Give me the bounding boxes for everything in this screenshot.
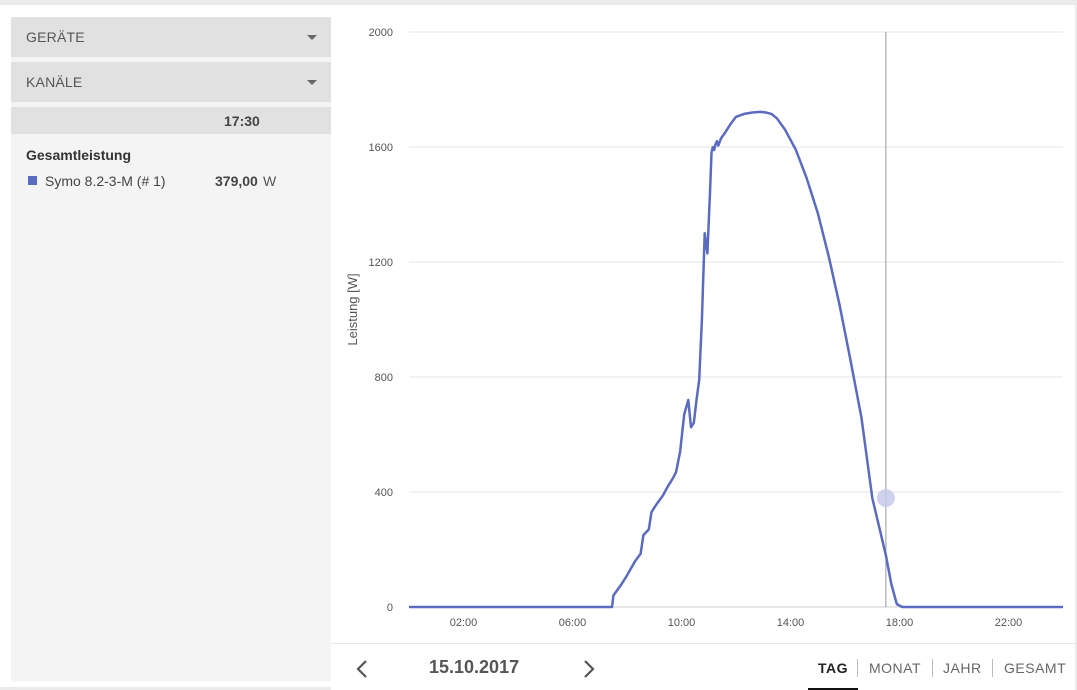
- chevron-down-icon: [307, 79, 317, 85]
- tab-total[interactable]: GESAMT: [1004, 660, 1067, 676]
- y-tick-label: 2000: [369, 27, 393, 39]
- tab-month[interactable]: MONAT: [869, 660, 922, 676]
- tab-year[interactable]: JAHR: [943, 660, 982, 676]
- x-tick-label: 02:00: [450, 617, 478, 629]
- channels-dropdown[interactable]: KANÄLE: [11, 62, 331, 102]
- selected-time-header: 17:30: [11, 107, 331, 134]
- device-unit: W: [263, 173, 277, 189]
- devices-dropdown[interactable]: GERÄTE: [11, 17, 331, 57]
- x-tick-label: 10:00: [668, 617, 696, 629]
- app-frame: GERÄTE KANÄLE 17:30 Gesamtleistung Symo …: [0, 5, 1075, 690]
- devices-dropdown-label: GERÄTE: [26, 29, 85, 45]
- power-chart[interactable]: 0 400 800 1200 1600 2000 02:00 06:00 10:00 14:00 1…: [331, 17, 1075, 644]
- device-name: Symo 8.2-3-M (# 1): [45, 173, 166, 189]
- chart-area: 0 400 800 1200 1600 2000 02:00 06:00 10:00 14:00 1…: [331, 17, 1075, 644]
- channels-dropdown-label: KANÄLE: [26, 74, 83, 90]
- series-color-swatch: [28, 176, 37, 185]
- device-row[interactable]: Symo 8.2-3-M (# 1) 379,00 W: [28, 172, 328, 190]
- y-tick-label: 0: [387, 602, 393, 614]
- x-tick-label: 22:00: [995, 617, 1023, 629]
- cursor-marker: [876, 489, 895, 508]
- device-value: 379,00: [215, 173, 258, 189]
- sidebar: GERÄTE KANÄLE 17:30 Gesamtleistung Symo …: [11, 17, 331, 681]
- y-tick-label: 1600: [369, 142, 393, 154]
- y-axis-label: Leistung [W]: [345, 273, 360, 345]
- chevron-down-icon: [307, 34, 317, 40]
- x-tick-label: 14:00: [777, 617, 805, 629]
- chevron-left-icon[interactable]: [347, 654, 377, 684]
- y-tick-label: 1200: [369, 257, 393, 269]
- date-label[interactable]: 15.10.2017: [429, 657, 520, 677]
- x-tick-label: 18:00: [886, 617, 914, 629]
- tab-separator: [857, 659, 858, 677]
- bottom-navigation-bar: 15.10.2017 TAG MONAT JAHR GESAMT: [331, 643, 1075, 690]
- tab-separator: [932, 659, 933, 677]
- selected-time: 17:30: [224, 113, 260, 129]
- y-tick-label: 400: [375, 487, 393, 499]
- y-tick-label: 800: [375, 372, 393, 384]
- active-tab-indicator: [808, 688, 858, 690]
- chevron-right-icon[interactable]: [574, 654, 604, 684]
- series-line: [409, 110, 1063, 609]
- x-tick-label: 06:00: [559, 617, 587, 629]
- tab-separator: [992, 659, 993, 677]
- group-title: Gesamtleistung: [26, 147, 132, 163]
- tab-day[interactable]: TAG: [818, 660, 849, 676]
